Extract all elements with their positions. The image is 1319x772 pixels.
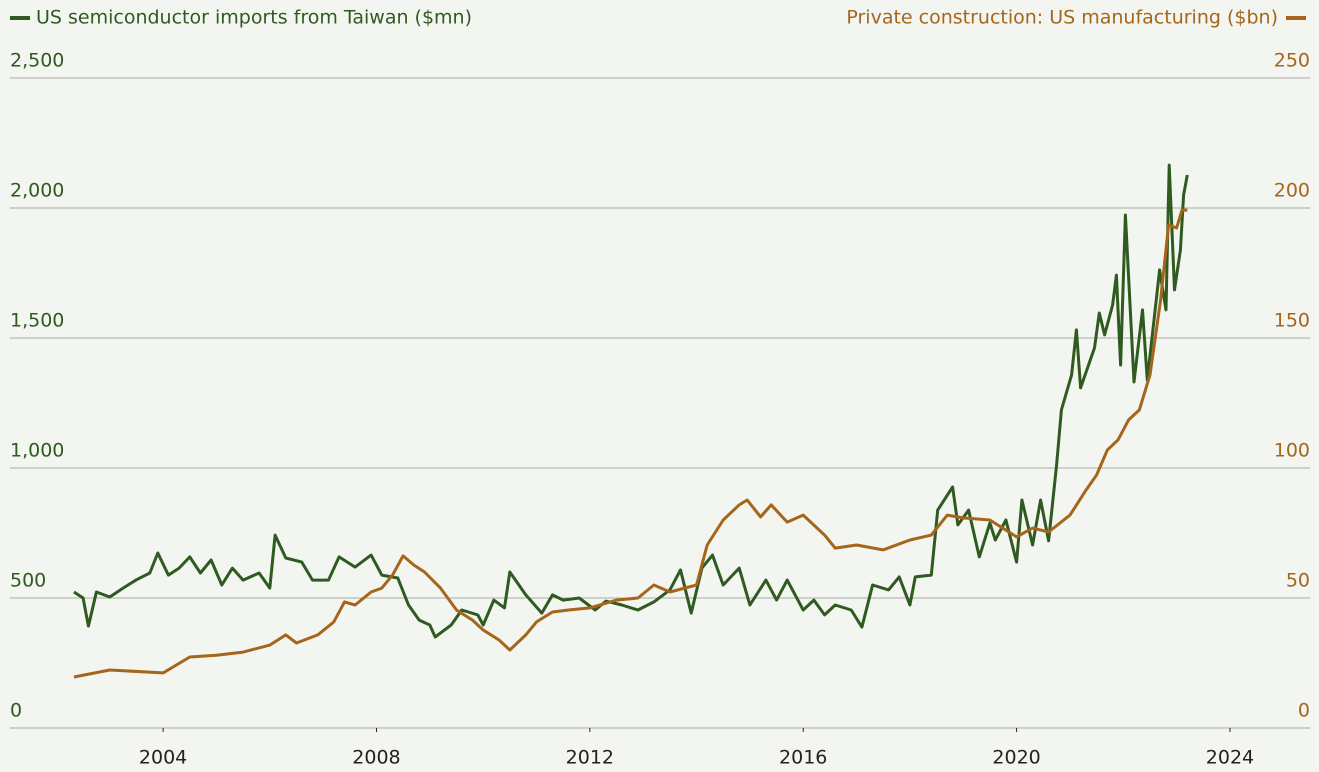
y-tick-label: 2,000 [10,180,64,202]
x-tick-label: 2004 [139,747,187,769]
y2-tick-label: 150 [1274,310,1310,332]
x-tick-label: 2012 [566,747,614,769]
y-tick-label: 0 [10,700,22,722]
y2-tick-label: 50 [1286,570,1310,592]
series-line [73,163,1189,639]
series-line [73,208,1188,679]
legend-label: Private construction: US manufacturing (… [846,7,1278,29]
y2-tick-label: 250 [1274,50,1310,72]
x-tick-label: 2024 [1206,747,1254,769]
x-tick-label: 2016 [779,747,827,769]
y-tick-label: 500 [10,570,46,592]
y2-tick-label: 200 [1274,180,1310,202]
y-tick-label: 1,500 [10,310,64,332]
y2-tick-label: 100 [1274,440,1310,462]
y2-tick-label: 0 [1298,700,1310,722]
y-tick-label: 2,500 [10,50,64,72]
y-tick-label: 1,000 [10,440,64,462]
x-tick-label: 2020 [992,747,1040,769]
x-tick-label: 2008 [352,747,400,769]
legend-label: US semiconductor imports from Taiwan ($m… [36,7,472,29]
